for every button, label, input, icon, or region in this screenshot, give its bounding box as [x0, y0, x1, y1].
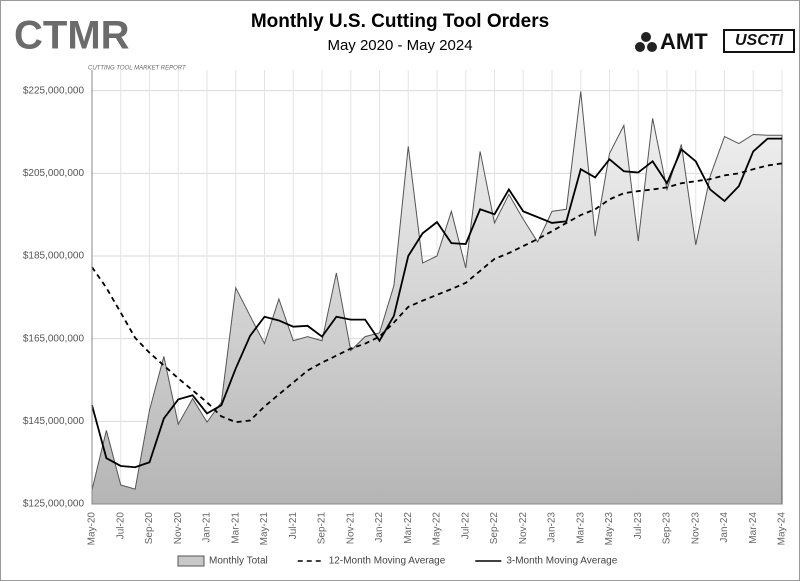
- x-tick-label: Nov-22: [518, 512, 529, 545]
- line: [91, 162, 783, 424]
- area: [91, 91, 783, 505]
- legend-swatch: [177, 555, 205, 567]
- y-tick-label: $185,000,000: [23, 251, 85, 262]
- x-tick-label: Jul-20: [115, 512, 126, 540]
- logo-uscti-box: [723, 29, 795, 53]
- logo-ctmr-sub: CUTTING TOOL MARKET REPORT: [88, 66, 187, 72]
- logo-ctmr: CTMR: [14, 14, 130, 58]
- x-tick-label: May-24: [777, 512, 788, 546]
- x-tick-label: Mar-22: [403, 512, 414, 544]
- x-tick-label: Nov-20: [173, 512, 184, 545]
- y-tick-label: $225,000,000: [23, 85, 85, 96]
- x-tick-label: May-21: [259, 512, 270, 546]
- x-tick-label: Jul-22: [460, 512, 471, 540]
- line: [91, 137, 782, 469]
- y-tick-label: $125,000,000: [23, 499, 85, 510]
- x-tick-label: Mar-23: [575, 512, 586, 544]
- logo-amt: AMT: [660, 29, 708, 54]
- y-tick-label: $165,000,000: [23, 333, 85, 344]
- x-tick-label: Sep-21: [317, 512, 328, 545]
- x-tick-label: May-22: [432, 512, 443, 546]
- x-tick-label: Nov-21: [345, 512, 356, 545]
- logo-amt-icon: [635, 32, 657, 52]
- x-tick-label: May-23: [604, 512, 615, 546]
- x-tick-label: Jul-21: [288, 512, 299, 540]
- x-tick-label: Sep-20: [144, 512, 155, 545]
- x-tick-label: Mar-21: [230, 512, 241, 544]
- chart-subtitle: May 2020 - May 2024: [327, 37, 472, 54]
- logo-uscti: USCTI: [735, 32, 784, 49]
- x-tick-label: Nov-23: [690, 512, 701, 545]
- x-tick-label: Sep-22: [489, 512, 500, 545]
- legend-label: 12-Month Moving Average: [329, 556, 446, 567]
- x-tick-label: Jul-23: [633, 512, 644, 540]
- x-tick-label: Jan-24: [719, 512, 730, 543]
- x-tick-label: May-20: [87, 512, 98, 546]
- x-tick-label: Jan-23: [547, 512, 558, 543]
- x-tick-label: Jan-22: [374, 512, 385, 543]
- chart-title: Monthly U.S. Cutting Tool Orders: [251, 11, 549, 32]
- y-tick-label: $205,000,000: [23, 168, 85, 179]
- legend-label: 3-Month Moving Average: [506, 556, 617, 567]
- x-tick-label: Mar-24: [748, 512, 759, 544]
- legend-label: Monthly Total: [209, 556, 268, 567]
- x-tick-label: Sep-23: [662, 512, 673, 545]
- y-tick-label: $145,000,000: [23, 416, 85, 427]
- x-tick-label: Jan-21: [202, 512, 213, 543]
